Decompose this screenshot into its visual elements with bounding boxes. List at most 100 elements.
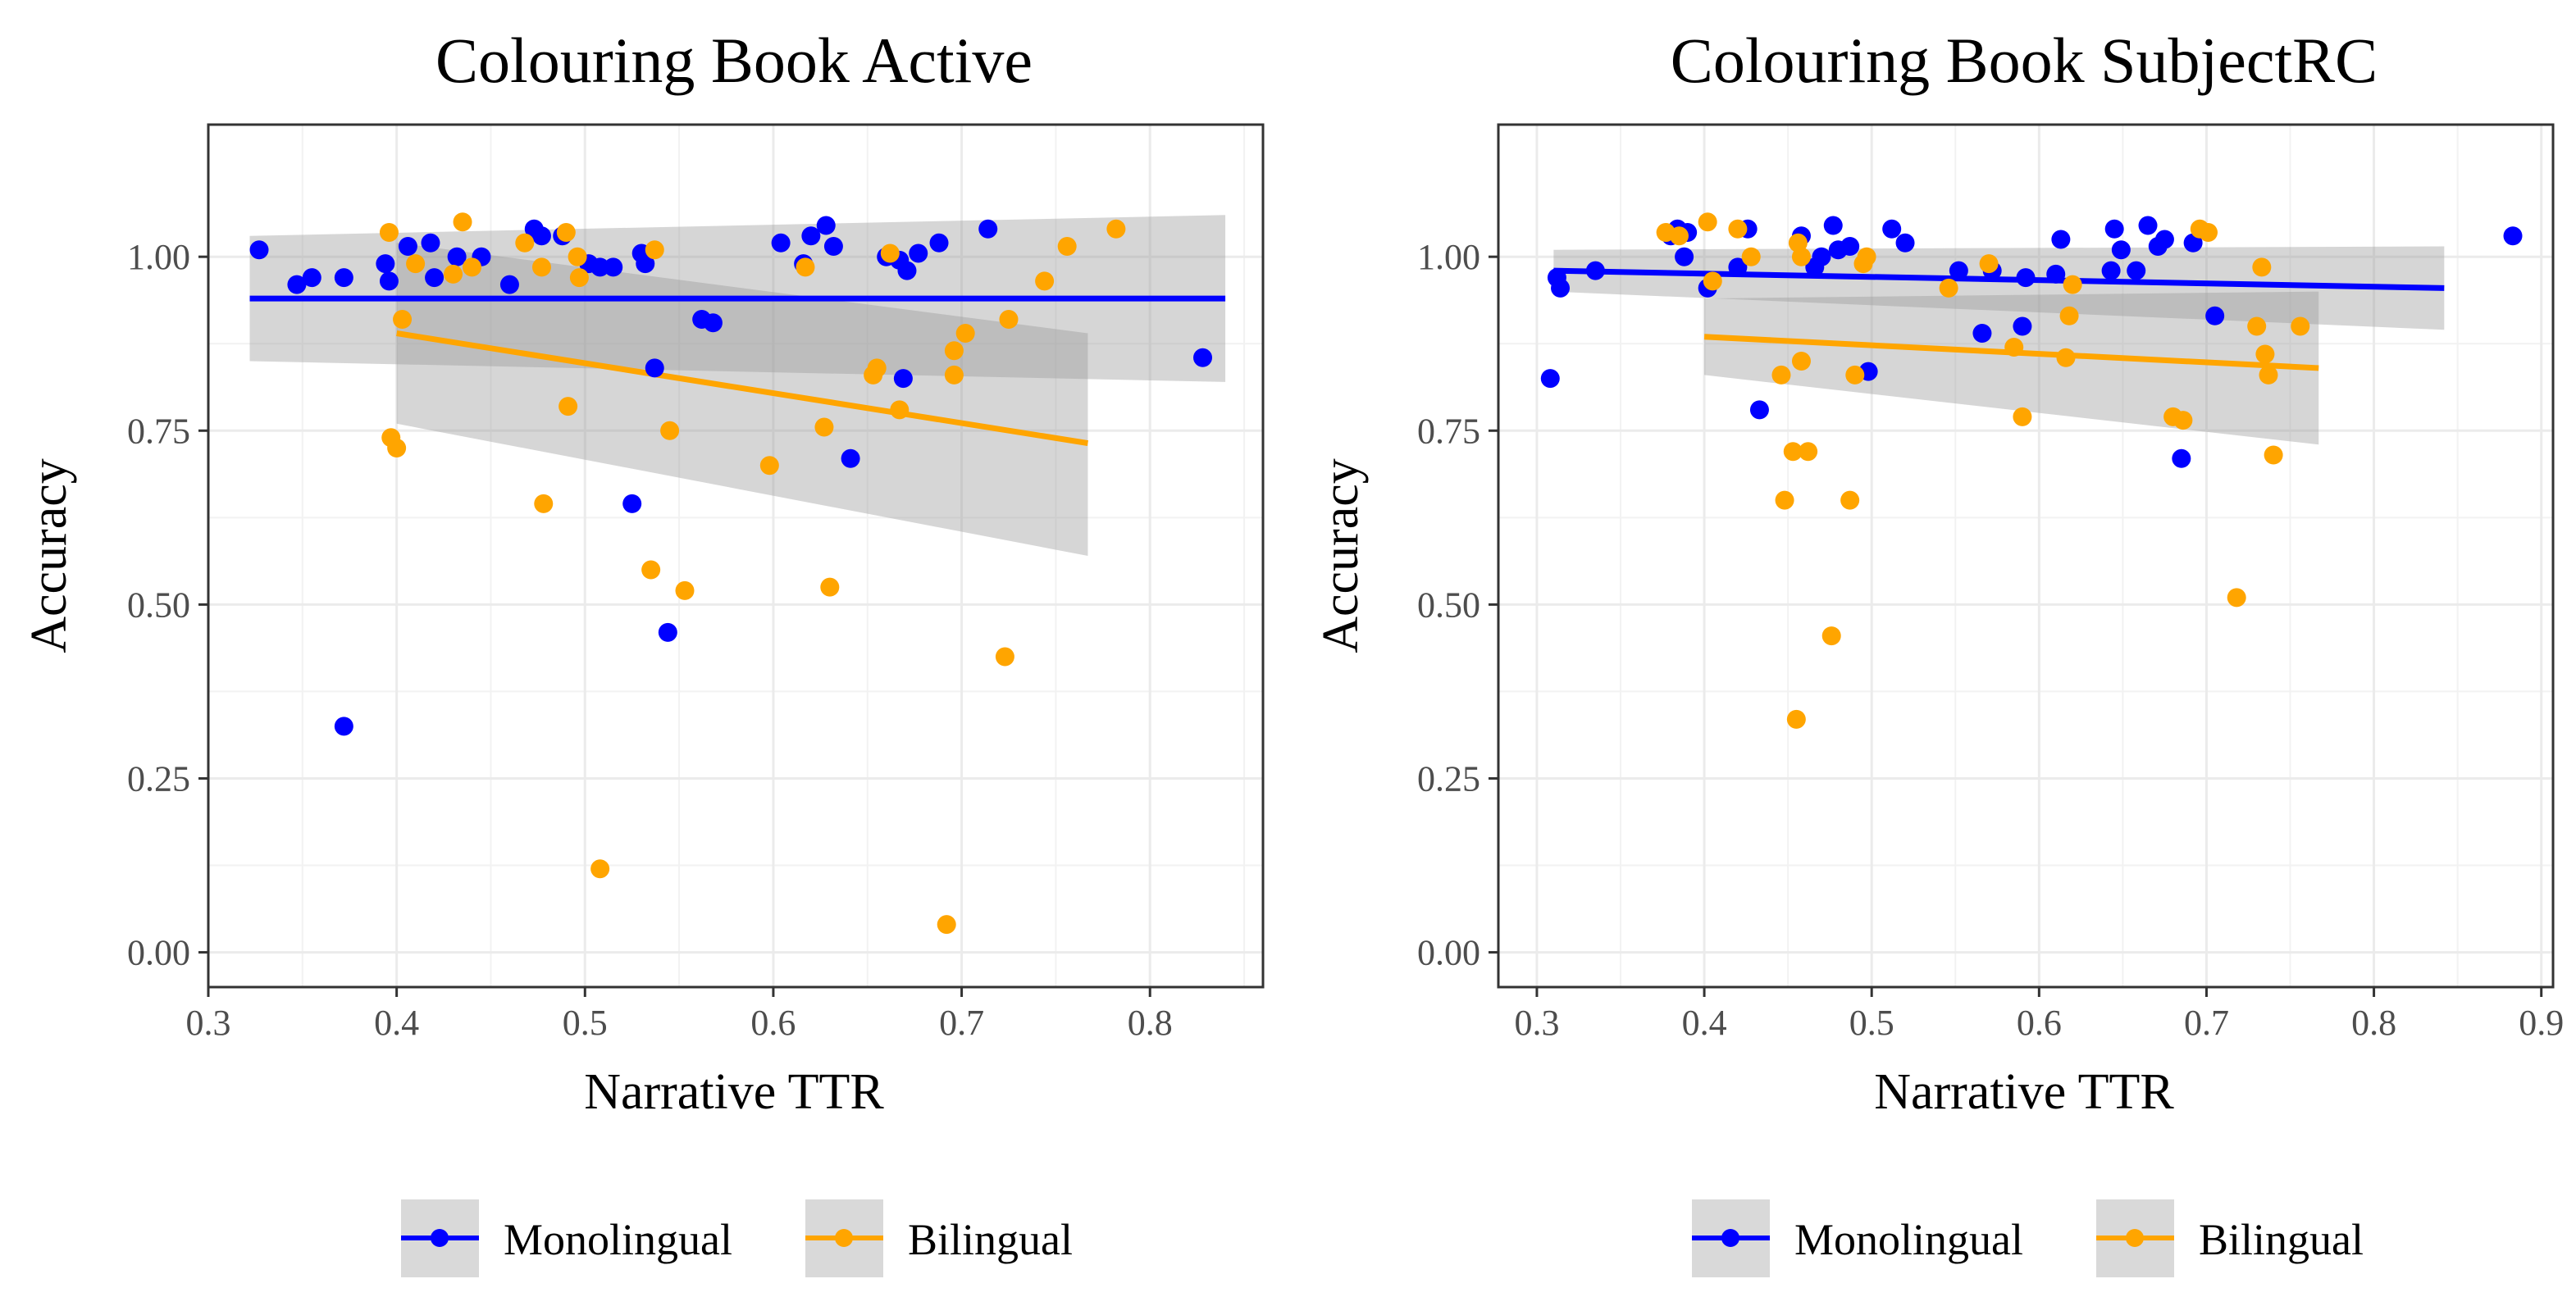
point-monolingual	[636, 254, 655, 274]
y-tick-label: 0.50	[1417, 585, 1480, 625]
point-bilingual	[1669, 226, 1689, 246]
y-tick-label: 1.00	[127, 237, 190, 277]
point-bilingual	[1821, 626, 1841, 646]
point-bilingual	[2291, 316, 2310, 336]
point-monolingual	[1840, 236, 1860, 256]
data-points	[1540, 212, 2523, 729]
y-tick-label: 0.75	[127, 411, 190, 451]
minor-gridlines	[208, 125, 1263, 987]
point-bilingual	[515, 233, 535, 253]
point-bilingual	[675, 580, 695, 600]
point-monolingual	[658, 622, 677, 642]
point-monolingual	[1882, 219, 1902, 239]
x-axis-title: Narrative TTR	[1874, 1064, 2174, 1120]
ci-band-monolingual	[1553, 246, 2445, 330]
y-axis-ticks: 0.00 0.25 0.50 0.75 1.00	[127, 237, 208, 973]
y-tick-label: 1.00	[1417, 237, 1480, 277]
point-bilingual	[379, 223, 399, 242]
point-monolingual	[1823, 216, 1843, 235]
chart-title: Colouring Book SubjectRC	[1671, 25, 2378, 96]
legend-key-marker	[835, 1229, 853, 1247]
point-bilingual	[2004, 337, 2024, 357]
point-bilingual	[880, 243, 900, 263]
point-monolingual	[604, 257, 623, 277]
point-monolingual	[398, 236, 417, 256]
point-monolingual	[531, 226, 551, 246]
x-tick-label: 0.3	[186, 1003, 231, 1043]
point-bilingual	[999, 310, 1019, 330]
point-bilingual	[1799, 442, 1818, 462]
point-bilingual	[995, 647, 1014, 667]
point-monolingual	[334, 268, 353, 288]
point-monolingual	[703, 313, 723, 333]
point-monolingual	[2503, 226, 2523, 246]
point-monolingual	[2138, 216, 2158, 235]
x-tick-label: 0.5	[563, 1003, 608, 1043]
point-monolingual	[334, 717, 353, 736]
point-bilingual	[759, 456, 779, 476]
point-bilingual	[559, 397, 578, 416]
point-monolingual	[2046, 264, 2066, 284]
point-monolingual	[1585, 261, 1605, 280]
point-bilingual	[1786, 709, 1806, 729]
point-monolingual	[2013, 316, 2032, 336]
point-monolingual	[425, 268, 445, 288]
point-bilingual	[2063, 275, 2082, 294]
point-bilingual	[1775, 490, 1794, 510]
point-monolingual	[499, 275, 519, 294]
point-monolingual	[893, 369, 913, 389]
point-bilingual	[556, 223, 576, 242]
x-tick-label: 0.4	[374, 1003, 419, 1043]
y-tick-label: 0.25	[1417, 758, 1480, 799]
point-bilingual	[645, 240, 664, 260]
point-monolingual	[2111, 240, 2131, 260]
point-bilingual	[1840, 490, 1860, 510]
point-monolingual	[816, 216, 836, 235]
point-bilingual	[2059, 306, 2079, 325]
point-monolingual	[929, 233, 949, 253]
point-bilingual	[387, 439, 407, 457]
point-monolingual	[590, 257, 610, 277]
point-monolingual	[2154, 230, 2174, 249]
point-bilingual	[820, 577, 840, 597]
point-monolingual	[801, 226, 821, 246]
point-bilingual	[944, 365, 964, 385]
y-axis-ticks: 0.00 0.25 0.50 0.75 1.00	[1417, 237, 1498, 973]
point-bilingual	[641, 560, 661, 580]
point-monolingual	[645, 358, 664, 378]
point-monolingual	[287, 275, 307, 294]
point-bilingual	[937, 915, 956, 935]
point-monolingual	[1812, 247, 1831, 266]
point-bilingual	[2056, 348, 2076, 367]
point-bilingual	[1703, 271, 1722, 291]
point-monolingual	[379, 271, 399, 291]
y-tick-label: 0.75	[1417, 411, 1480, 451]
point-bilingual	[2198, 223, 2218, 242]
x-tick-label: 0.8	[2351, 1003, 2396, 1043]
point-monolingual	[2104, 219, 2124, 239]
point-monolingual	[1895, 233, 1915, 253]
x-axis-ticks: 0.3 0.4 0.5 0.6 0.7 0.8 0.9	[1514, 987, 2564, 1043]
point-bilingual	[1035, 271, 1055, 291]
point-bilingual	[660, 421, 680, 440]
legend-key-marker	[431, 1229, 449, 1247]
point-monolingual	[1749, 400, 1769, 420]
point-monolingual	[841, 448, 860, 468]
point-bilingual	[890, 400, 910, 420]
point-bilingual	[569, 268, 589, 288]
legend-key-marker	[2126, 1229, 2144, 1247]
point-monolingual	[249, 240, 269, 260]
chart-title: Colouring Book Active	[435, 25, 1033, 96]
point-bilingual	[1771, 365, 1791, 385]
point-monolingual	[1540, 369, 1560, 389]
x-tick-label: 0.9	[2519, 1003, 2564, 1043]
point-bilingual	[1741, 247, 1761, 266]
data-points	[249, 212, 1213, 935]
point-bilingual	[1783, 442, 1803, 462]
y-tick-label: 0.00	[1417, 933, 1480, 973]
point-bilingual	[463, 257, 481, 277]
point-bilingual	[1939, 278, 1958, 298]
point-monolingual	[1728, 257, 1748, 277]
point-bilingual	[2255, 344, 2275, 364]
legend-label-monolingual: Monolingual	[1794, 1215, 2023, 1264]
